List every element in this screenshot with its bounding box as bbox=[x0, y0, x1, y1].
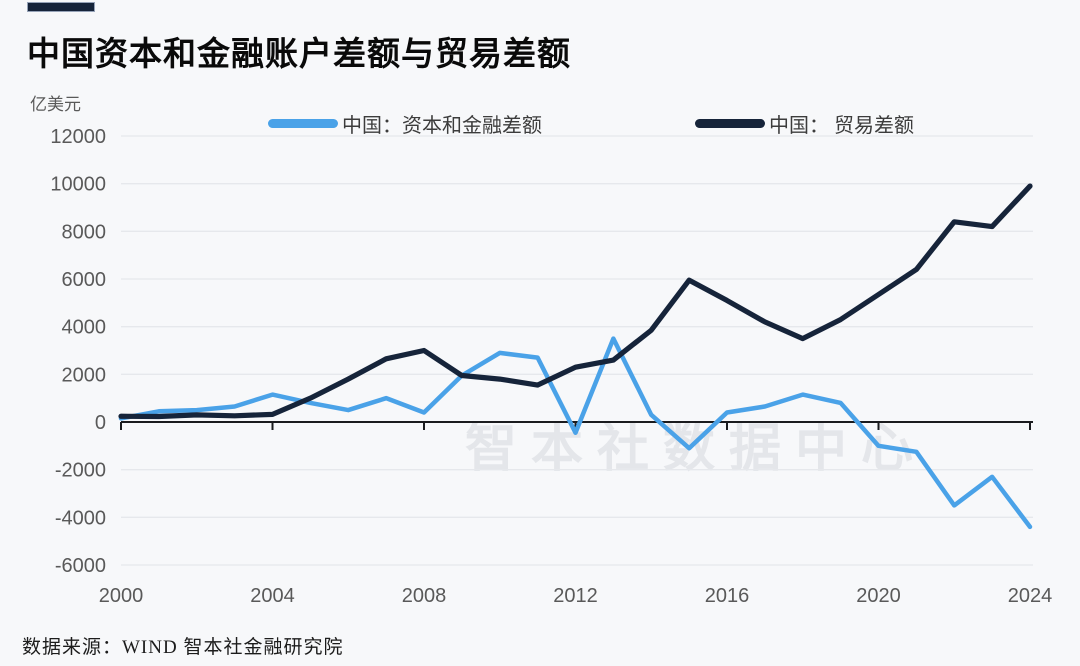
legend-swatch-navy-line bbox=[695, 119, 765, 128]
data-source-note: 数据来源：WIND 智本社金融研究院 bbox=[22, 637, 344, 658]
legend-item-trade: 中国： 贸易差额 bbox=[695, 109, 914, 138]
legend-label: 中国：资本和金融差额 bbox=[342, 115, 542, 137]
y-tick-label: 2000 bbox=[62, 364, 107, 386]
y-tick-label: 12000 bbox=[50, 126, 106, 148]
legend-item-capital-financial: 中国：资本和金融差额 bbox=[268, 109, 542, 138]
y-tick-label: -2000 bbox=[55, 460, 106, 482]
legend-label: 中国： 贸易差额 bbox=[769, 115, 914, 137]
y-tick-label: 8000 bbox=[62, 221, 107, 243]
x-tick-label: 2020 bbox=[856, 585, 901, 607]
page-title: 中国资本和金融账户差额与贸易差额 bbox=[27, 35, 571, 72]
x-tick-label: 2016 bbox=[705, 585, 750, 607]
y-tick-label: 10000 bbox=[50, 174, 106, 196]
y-tick-label: -4000 bbox=[55, 507, 106, 529]
title-accent-bar bbox=[27, 2, 95, 12]
x-tick-label: 2000 bbox=[99, 585, 144, 607]
x-tick-label: 2004 bbox=[250, 585, 295, 607]
y-tick-label: -6000 bbox=[55, 555, 106, 577]
x-tick-label: 2024 bbox=[1008, 585, 1053, 607]
x-tick-label: 2008 bbox=[402, 585, 447, 607]
legend-swatch-blue-line bbox=[268, 119, 338, 128]
x-tick-label: 2012 bbox=[553, 585, 598, 607]
y-axis-unit-label: 亿美元 bbox=[30, 95, 81, 114]
y-tick-label: 6000 bbox=[62, 269, 107, 291]
series-line-capital-financial bbox=[118, 336, 1033, 530]
y-tick-label: 0 bbox=[95, 412, 106, 434]
y-tick-label: 4000 bbox=[62, 317, 107, 339]
series-line-trade bbox=[118, 183, 1033, 420]
